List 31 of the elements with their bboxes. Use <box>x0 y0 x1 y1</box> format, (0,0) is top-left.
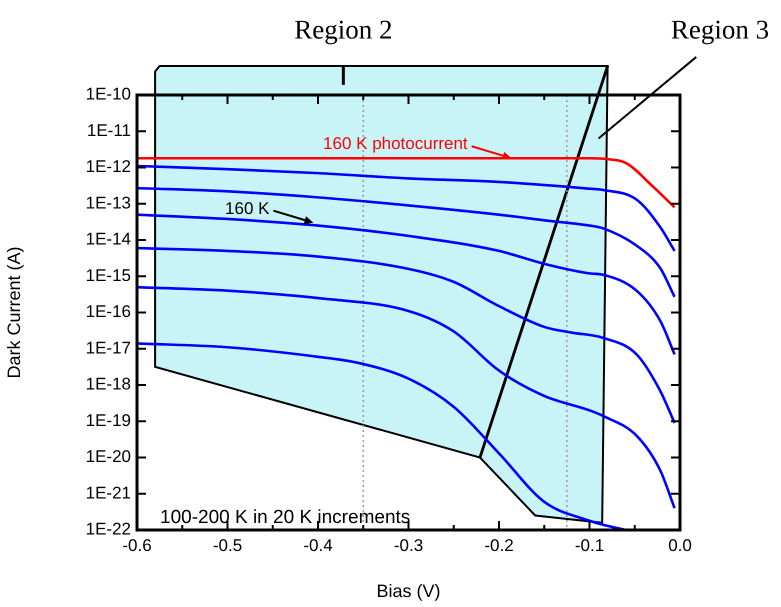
line-series <box>137 342 627 530</box>
text: Region 2 <box>294 14 392 46</box>
y-tick-label: 1E-20 <box>86 447 131 466</box>
y-tick-label: 1E-13 <box>86 193 131 212</box>
line-series <box>137 164 676 252</box>
y-tick-label: 1E-15 <box>86 266 131 285</box>
x-axis-title: Bias (V) <box>376 581 441 602</box>
x-tick-label: -0.4 <box>303 536 333 555</box>
y-tick-label: 1E-11 <box>86 120 131 140</box>
y-tick-label: 1E-19 <box>86 410 131 430</box>
x-tick-label: -0.2 <box>484 536 514 555</box>
y-tick-label: 1E-10 <box>86 84 131 104</box>
annotation: 160 K <box>225 198 270 219</box>
y-tick-label: 1E-17 <box>86 338 131 358</box>
y-tick-label: 1E-12 <box>86 157 131 176</box>
y-axis-title: Dark Current (A) <box>4 246 24 379</box>
y-tick-label: 1E-18 <box>86 374 131 394</box>
x-tick-label: -0.5 <box>212 536 242 555</box>
annotation: 100-200 K in 20 K increments <box>160 507 410 529</box>
line-series <box>137 246 676 424</box>
y-tick-label: 1E-21 <box>86 483 131 502</box>
annotation: 160 K photocurrent <box>323 134 468 154</box>
x-tick-label: 0.0 <box>668 536 692 555</box>
y-tick-label: 1E-14 <box>86 230 131 249</box>
line-series <box>137 213 676 356</box>
y-tick-label: 1E-16 <box>86 302 131 322</box>
x-tick-label: -0.1 <box>574 536 604 555</box>
x-tick-label: -0.3 <box>394 536 424 555</box>
text: Region 3 <box>670 14 770 46</box>
line-series <box>137 286 676 510</box>
line-series <box>137 186 676 298</box>
